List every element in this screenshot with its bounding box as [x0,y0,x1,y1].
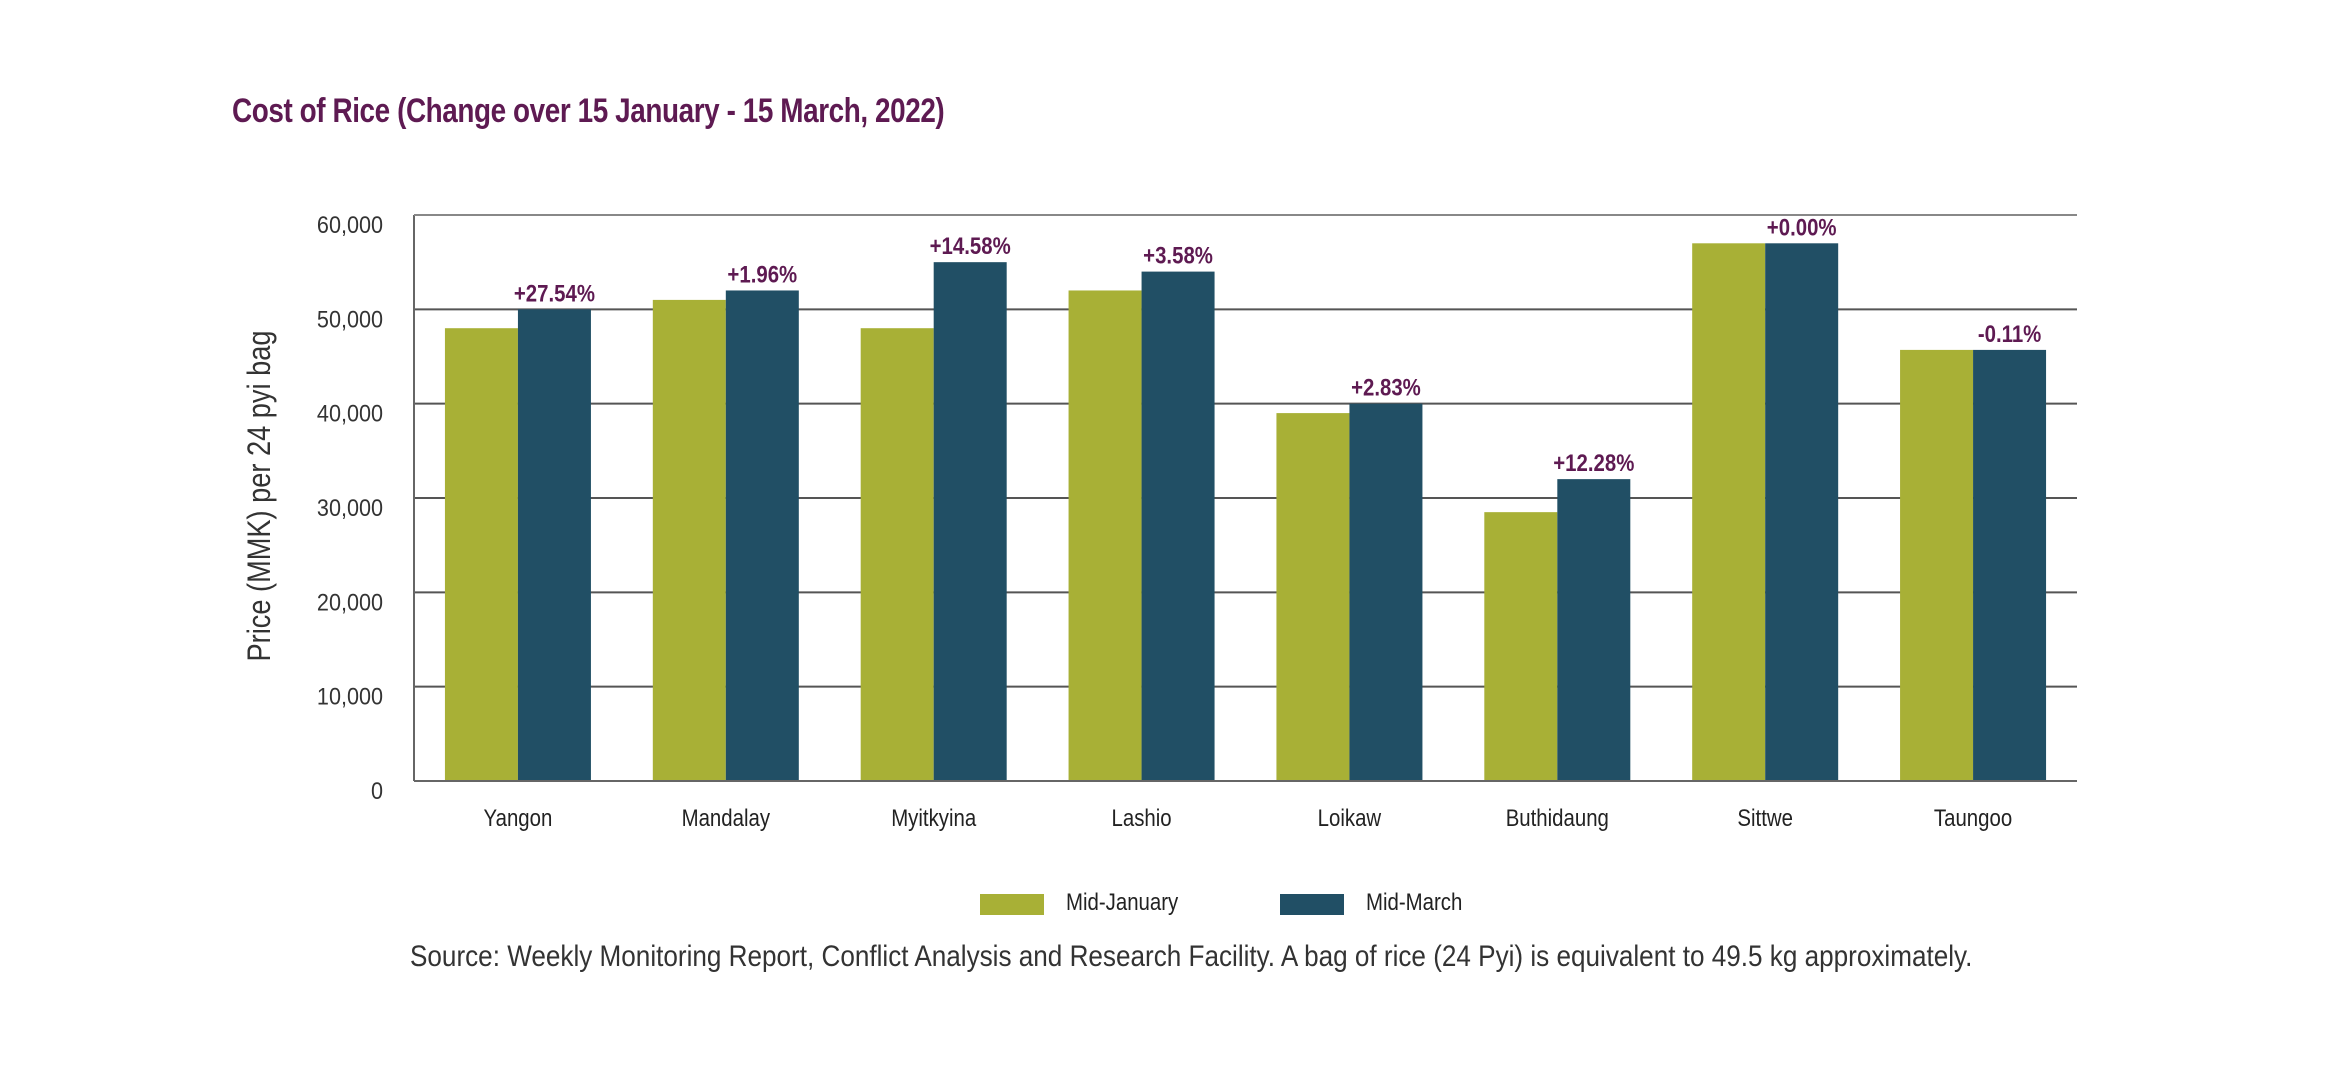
bars [444,243,2047,782]
legend-swatch-mid-march [1280,894,1344,915]
bar-mid-january-taungoo [1900,349,1974,781]
y-tick-label: 40,000 [317,400,383,427]
y-tick-label: 60,000 [317,211,383,238]
bar-mid-march-yangon [517,309,591,781]
change-label: +27.54% [514,280,595,307]
change-label: +0.00% [1767,214,1837,241]
x-tick-label: Myitkyina [891,804,977,831]
bar-mid-january-lashio [1068,290,1142,781]
bar-mid-january-sittwe [1692,243,1766,782]
chart-title: Cost of Rice (Change over 15 January - 1… [232,92,945,130]
source-note: Source: Weekly Monitoring Report, Confli… [410,940,1973,973]
bar-mid-january-yangon [444,328,518,781]
bar-mid-march-mandalay [725,290,799,781]
bar-mid-march-loikaw [1349,403,1423,781]
y-tick-label: 10,000 [317,683,383,710]
x-tick-label: Lashio [1112,804,1172,831]
change-label: +1.96% [727,261,797,288]
change-label: +2.83% [1351,374,1421,401]
bar-mid-march-buthidaung [1557,479,1631,781]
x-tick-label: Mandalay [682,804,771,831]
labels: 0 10,000 20,000 30,000 40,000 50,000 60,000 +27… [317,211,2042,831]
x-tick-label: Loikaw [1318,804,1382,831]
y-tick-label: 0 [371,777,383,804]
bar-mid-march-sittwe [1765,243,1839,782]
bar-mid-january-myitkyina [860,328,934,781]
bar-mid-january-mandalay [652,299,726,781]
change-label: -0.11% [1978,320,2042,347]
axes [413,214,2077,782]
bar-mid-january-loikaw [1276,413,1350,781]
legend-swatch-mid-january [980,894,1044,915]
x-tick-label: Buthidaung [1506,804,1609,831]
y-tick-label: 20,000 [317,588,383,615]
bar-mid-january-buthidaung [1484,512,1558,781]
change-label: +3.58% [1143,242,1213,269]
x-tick-label: Yangon [484,804,553,831]
y-axis-label: Price (MMK) per 24 pyi bag [242,331,278,662]
y-tick-label: 50,000 [317,305,383,332]
bar-mid-march-lashio [1141,271,1215,781]
x-tick-label: Sittwe [1737,804,1793,831]
y-tick-label: 30,000 [317,494,383,521]
change-label: +12.28% [1553,450,1634,477]
bar-mid-march-taungoo [1973,349,2047,781]
bar-mid-march-myitkyina [933,262,1007,782]
x-tick-label: Taungoo [1934,804,2012,831]
legend-label-mid-january: Mid-January [1066,889,1179,916]
change-label: +14.58% [930,233,1011,260]
legend-label-mid-march: Mid-March [1366,889,1463,916]
